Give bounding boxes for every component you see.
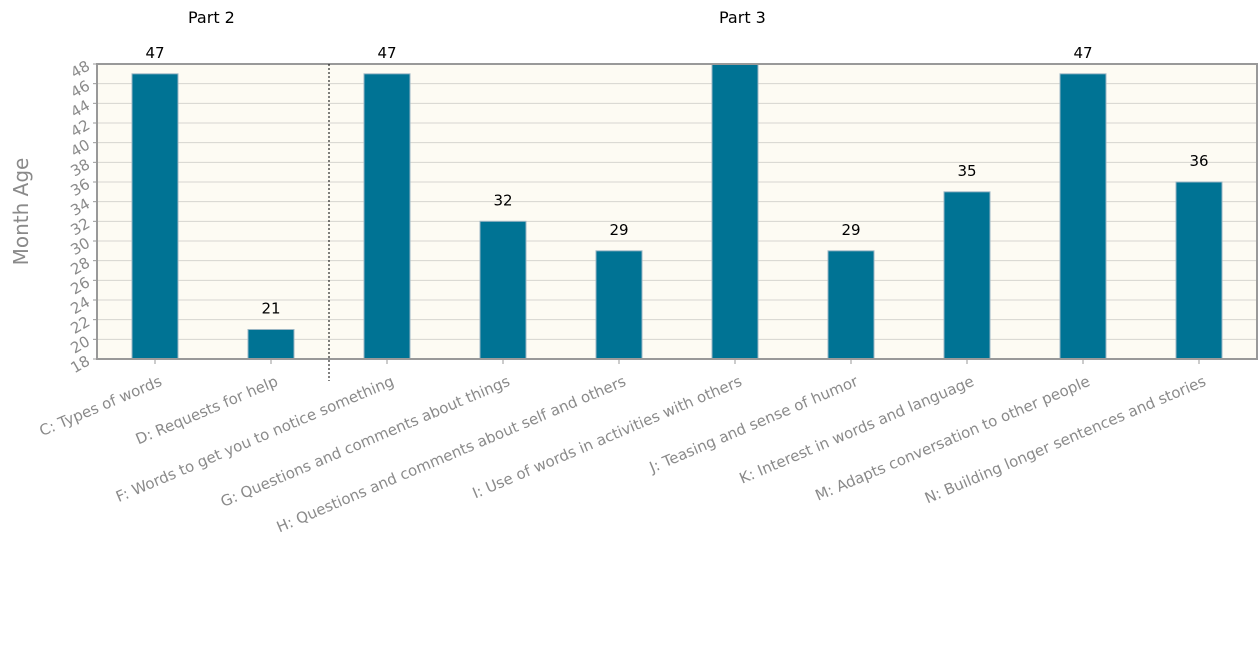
data-label: 32 <box>493 191 512 209</box>
bar <box>363 73 411 360</box>
y-tick-label: 20 <box>67 332 93 357</box>
y-tick-label: 28 <box>67 254 93 279</box>
section-label-part-3: Part 3 <box>719 8 766 27</box>
y-tick-label: 40 <box>67 136 93 161</box>
bar <box>1059 73 1107 360</box>
section-label-part-2: Part 2 <box>188 8 235 27</box>
y-tick-label: 34 <box>67 195 93 220</box>
y-tick-label: 42 <box>67 116 93 141</box>
bar <box>827 250 875 360</box>
y-tick-label: 30 <box>67 234 93 259</box>
y-tick-label: 46 <box>67 77 93 102</box>
y-tick-label: 26 <box>67 273 93 298</box>
bar <box>595 250 643 360</box>
data-label: 47 <box>145 44 164 62</box>
bar <box>711 63 759 360</box>
bar <box>131 73 179 360</box>
data-label: 35 <box>957 162 976 180</box>
y-tick-label: 18 <box>67 352 93 377</box>
y-tick-label: 24 <box>67 293 93 318</box>
data-label: 47 <box>1073 44 1092 62</box>
y-tick-label: 22 <box>67 313 93 338</box>
bar <box>943 191 991 360</box>
y-tick-label: 48 <box>67 57 93 82</box>
plot-frame <box>96 63 1258 360</box>
y-tick-label: 36 <box>67 175 93 200</box>
y-tick-label: 44 <box>67 96 93 121</box>
data-label: 36 <box>1189 152 1208 170</box>
y-tick-label: 32 <box>67 214 93 239</box>
x-tick-label: J: Teasing and sense of humor <box>646 372 861 477</box>
bar <box>1175 181 1223 360</box>
data-label: 47 <box>377 44 396 62</box>
data-label: 21 <box>261 300 280 318</box>
y-tick-label: 38 <box>67 155 93 180</box>
bar <box>247 329 295 360</box>
data-label: 29 <box>841 221 860 239</box>
data-label: 29 <box>609 221 628 239</box>
bar <box>479 220 527 360</box>
y-axis-label: Month Age <box>9 158 33 266</box>
